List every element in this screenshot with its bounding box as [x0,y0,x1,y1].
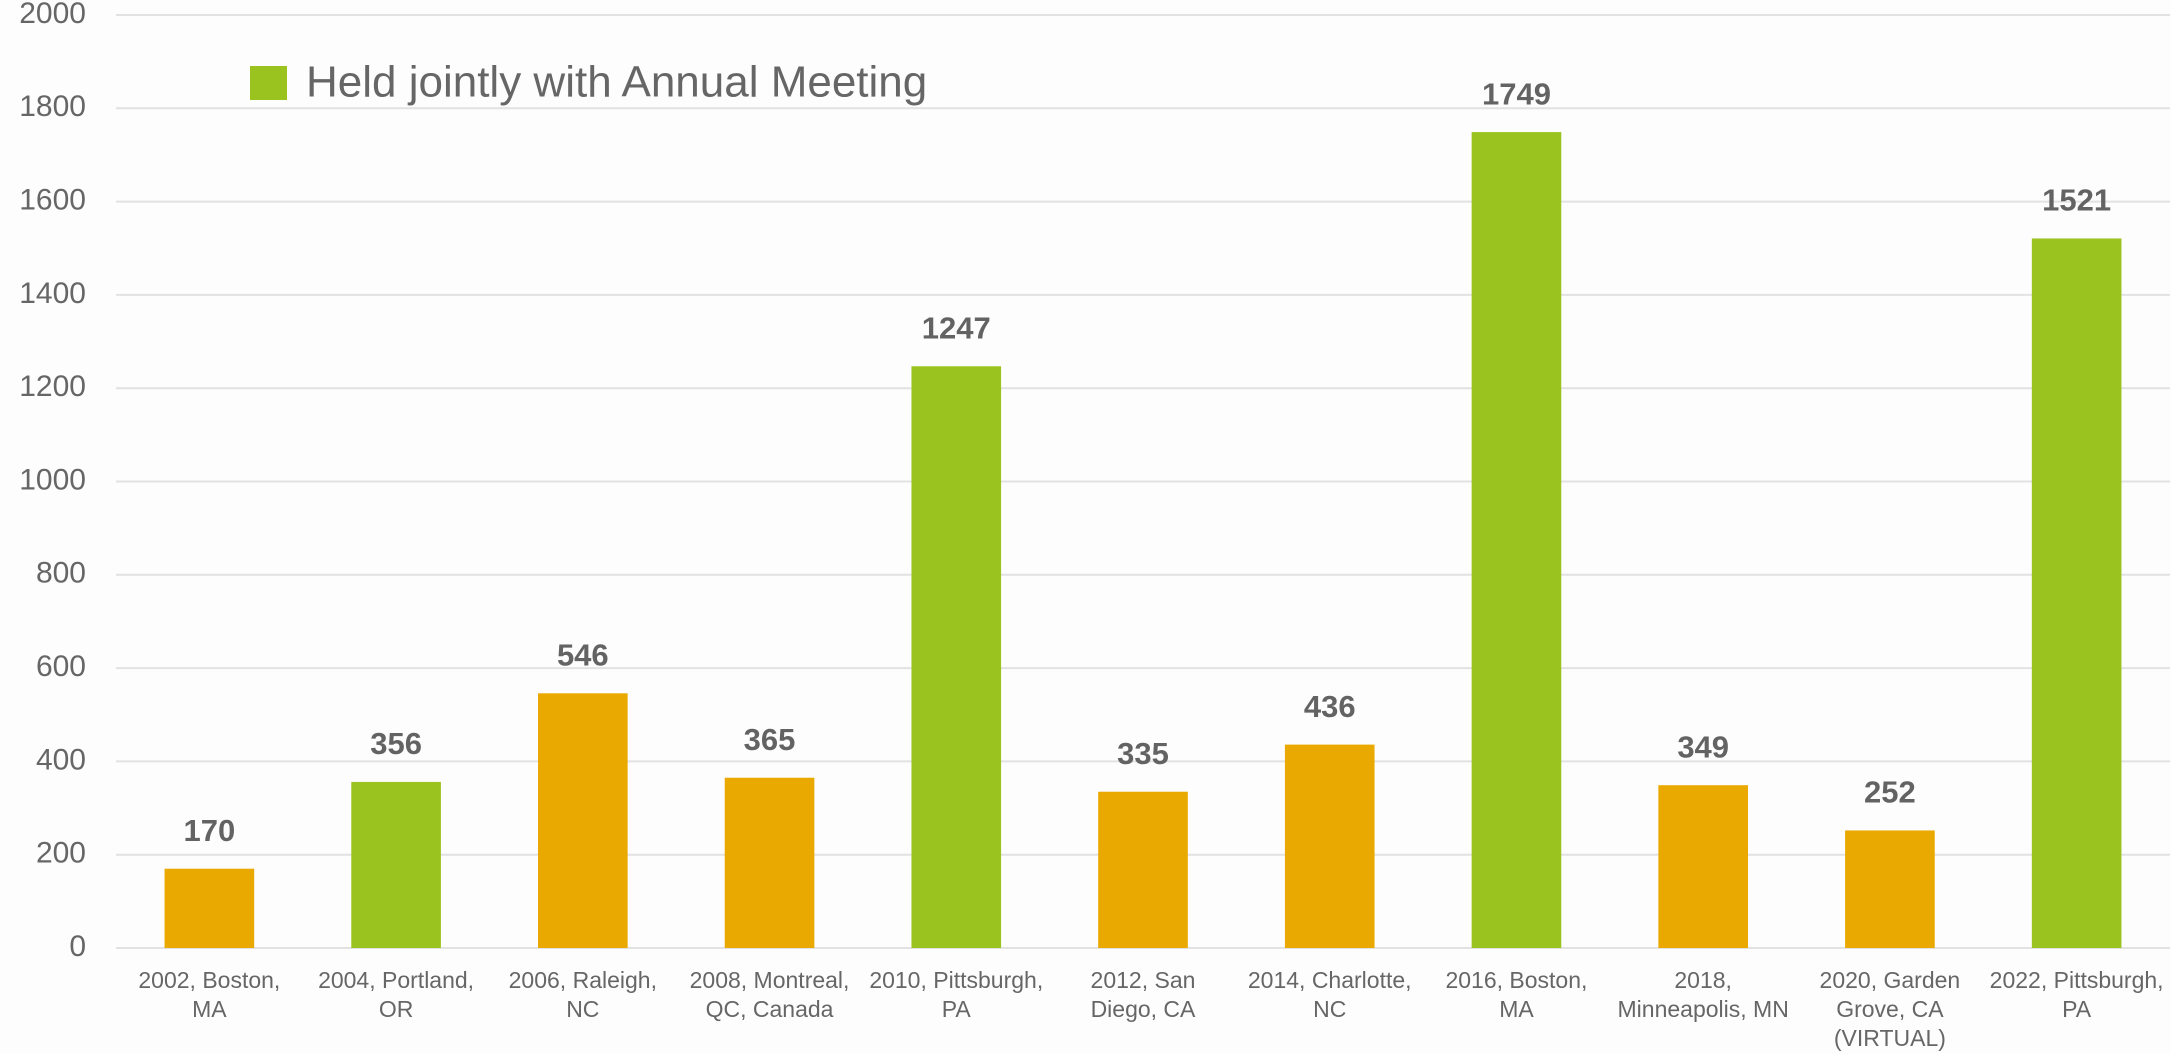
legend-label: Held jointly with Annual Meeting [306,58,927,107]
y-tick-label: 600 [36,650,86,683]
y-tick-label: 1600 [19,184,86,217]
x-tick-label: 2022, Pittsburgh, PA [1989,967,2164,1022]
value-label: 436 [1304,689,1356,724]
bar [351,781,441,948]
value-label: 356 [370,726,422,761]
bar [1284,744,1375,948]
y-tick-label: 800 [36,557,86,590]
value-label: 349 [1677,729,1729,764]
bar [724,777,815,948]
y-tick-label: 400 [36,743,86,776]
bar [911,366,1002,948]
bar [1658,785,1748,948]
x-tick-label: 2002, Boston, MA [138,967,281,1022]
y-tick-label: 200 [36,837,86,870]
x-tick-label: 2008, Montreal, QC, Canada [689,967,850,1022]
value-label: 546 [557,637,609,672]
bar [1845,830,1935,948]
legend-swatch [250,66,287,100]
value-label: 170 [183,813,235,848]
x-tick-label: 2010, Pittsburgh, PA [869,967,1044,1022]
y-tick-label: 2000 [19,0,86,30]
x-tick-label: 2012, San Diego, CA [1090,967,1196,1022]
bar [164,868,255,948]
x-tick-label: 2018, Minneapolis, MN [1617,967,1789,1022]
value-label: 365 [744,722,796,757]
value-label: 252 [1864,775,1916,810]
bar [2031,238,2122,949]
y-tick-label: 1400 [19,277,86,310]
x-tick-label: 2014, Charlotte, NC [1247,967,1412,1022]
y-tick-label: 1200 [19,370,86,403]
x-tick-label: 2020, Garden Grove, CA (VIRTUAL) [1819,967,1961,1051]
value-label: 1247 [922,310,991,345]
y-tick-label: 1000 [19,463,86,496]
x-tick-label: 2016, Boston, MA [1445,967,1588,1022]
y-tick-label: 0 [69,930,86,963]
x-tick-label: 2006, Raleigh, NC [508,967,657,1022]
value-label: 335 [1117,736,1169,771]
y-tick-label: 1800 [19,90,86,123]
x-tick-label: 2004, Portland, OR [318,967,475,1022]
value-label: 1521 [2042,183,2111,218]
bar [1098,791,1188,948]
bar [1471,132,1562,949]
bar [538,693,628,948]
value-label: 1749 [1482,76,1551,111]
